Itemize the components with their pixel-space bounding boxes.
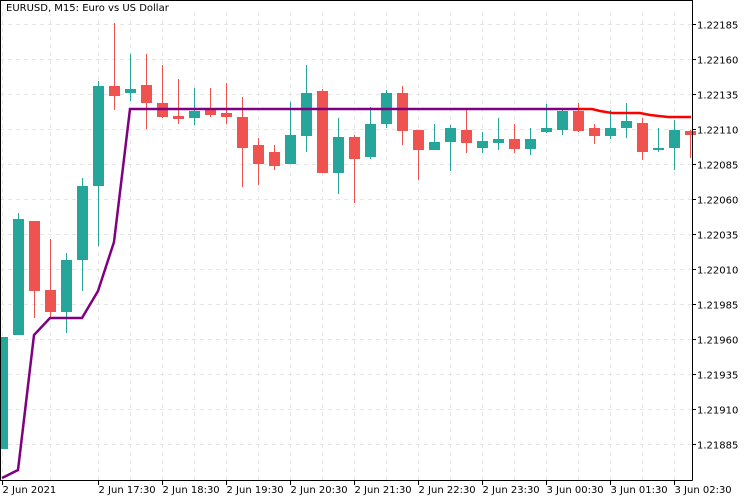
bull-candle: [477, 132, 488, 153]
candles: [1, 23, 696, 449]
x-tick-label: 2 Jun 20:30: [291, 485, 348, 496]
bear-candle: [205, 88, 216, 117]
y-tick-label: 1.22060: [697, 196, 738, 207]
y-tick-label: 1.21935: [697, 371, 738, 382]
y-tick-label: 1.22010: [697, 266, 738, 277]
bear-candle: [141, 54, 152, 129]
axes: [0, 0, 693, 481]
y-tick-label: 1.21985: [697, 301, 738, 312]
bull-candle: [429, 124, 440, 150]
bull-candle: [77, 178, 88, 291]
x-tick-label: 3 Jun 00:30: [547, 485, 604, 496]
y-tick-label: 1.22110: [697, 126, 738, 137]
x-tick-label: 3 Jun 01:30: [611, 485, 668, 496]
x-tick-label: 2 Jun 19:30: [227, 485, 284, 496]
bear-candle: [573, 103, 584, 132]
bull-candle: [493, 118, 504, 150]
bear-candle: [253, 138, 264, 185]
bear-candle: [397, 86, 408, 145]
bull-candle: [653, 128, 664, 152]
bear-candle: [413, 130, 424, 180]
price-axis[interactable]: 1.22185 1.22160 1.22135 1.22110 1.22085 1.220…: [692, 21, 738, 452]
x-tick-label: 3 Jun 02:30: [675, 485, 732, 496]
bull-candle: [93, 81, 104, 246]
bear-candle: [221, 83, 232, 124]
bear-candle: [685, 130, 696, 158]
chart-title: EURUSD, M15: Euro vs US Dollar: [6, 3, 171, 14]
bear-candle: [269, 145, 280, 170]
y-tick-label: 1.22135: [697, 91, 738, 102]
time-axis[interactable]: 2 Jun 2021 2 Jun 17:30 2 Jun 18:30 2 Jun 19…: [2, 480, 732, 496]
bull-candle: [557, 110, 568, 135]
bear-candle: [349, 135, 360, 203]
indicator-purple-line: [1, 107, 578, 480]
bull-candle: [125, 54, 136, 101]
bear-candle: [45, 239, 56, 318]
x-tick-label: 2 Jun 23:30: [483, 485, 540, 496]
y-tick-label: 1.21960: [697, 336, 738, 347]
bear-candle: [589, 124, 600, 144]
bull-candle: [61, 253, 72, 333]
y-tick-label: 1.22035: [697, 231, 738, 242]
bear-candle: [637, 118, 648, 160]
y-tick-label: 1.22185: [697, 21, 738, 32]
bear-candle: [29, 221, 40, 318]
x-tick-label: 2 Jun 22:30: [419, 485, 476, 496]
bear-candle: [237, 97, 248, 187]
bull-candle: [605, 110, 616, 139]
bull-candle: [669, 120, 680, 170]
grid-lines: [0, 12, 692, 480]
x-tick-label: 2 Jun 21:30: [355, 485, 412, 496]
bull-candle: [1, 337, 8, 449]
bull-candle: [13, 213, 24, 335]
bull-candle: [333, 118, 344, 194]
x-tick-label: 2 Jun 18:30: [163, 485, 220, 496]
indicator-red-line: [578, 107, 691, 119]
indicator-lines: [1, 107, 691, 480]
bull-candle: [445, 125, 456, 171]
bear-candle: [317, 89, 328, 173]
bull-candle: [365, 107, 376, 159]
bear-candle: [509, 124, 520, 153]
x-tick-label: 2 Jun 2021: [3, 485, 57, 496]
y-tick-label: 1.22160: [697, 56, 738, 67]
bull-candle: [189, 88, 200, 125]
y-tick-label: 1.22085: [697, 161, 738, 172]
y-tick-label: 1.21910: [697, 406, 738, 417]
bull-candle: [285, 102, 296, 164]
bear-candle: [461, 110, 472, 153]
bull-candle: [621, 103, 632, 138]
x-tick-label: 2 Jun 17:30: [99, 485, 156, 496]
bear-candle: [109, 23, 120, 110]
bull-candle: [525, 128, 536, 155]
y-tick-label: 1.21885: [697, 441, 738, 452]
bear-candle: [173, 79, 184, 124]
